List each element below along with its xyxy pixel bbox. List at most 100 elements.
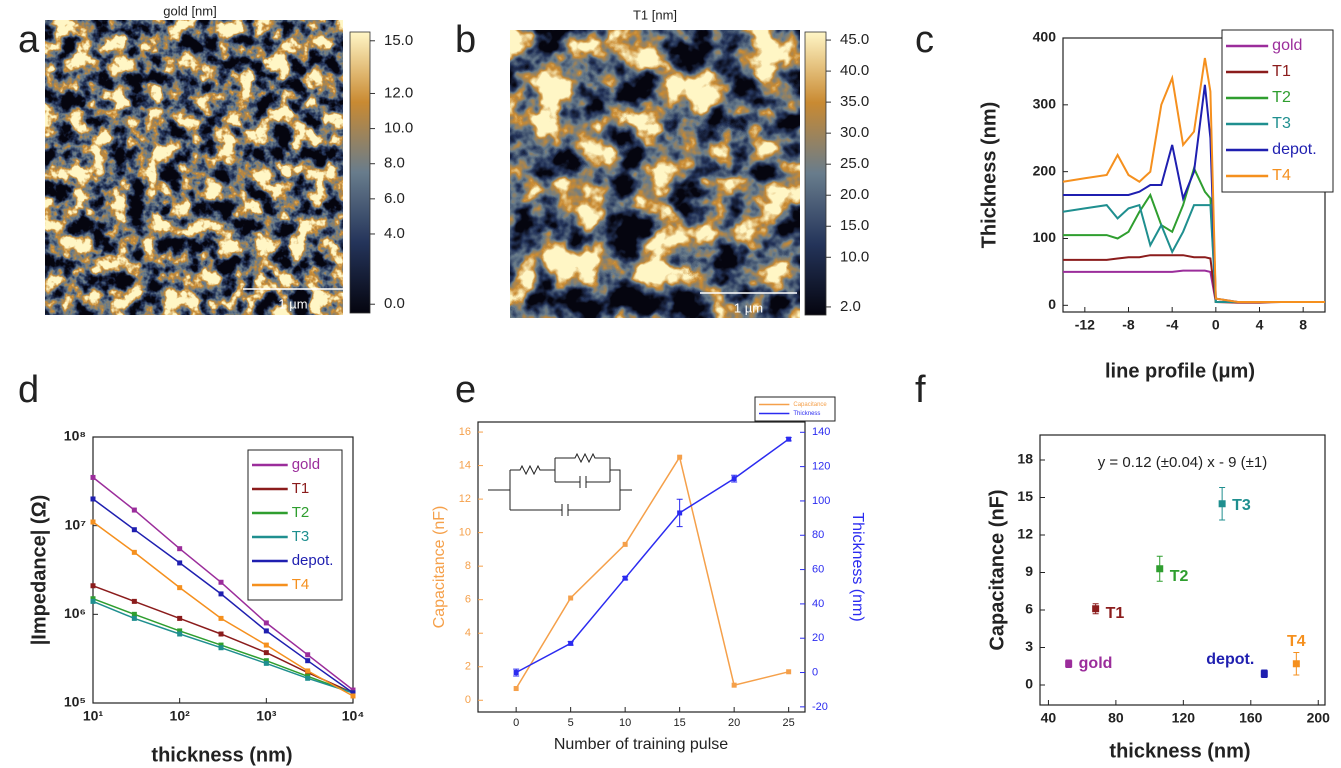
point-label: T2: [1170, 568, 1189, 585]
colorbar: [804, 31, 827, 316]
marker: [305, 675, 311, 681]
marker: [90, 496, 96, 502]
y-tick-label: 0: [1048, 296, 1056, 312]
x-tick-label: -4: [1166, 317, 1179, 333]
series-line: [1063, 269, 1325, 303]
marker: [90, 474, 96, 480]
y-axis-label: Capacitance (nF): [431, 506, 448, 629]
legend-label: T2: [1272, 89, 1291, 106]
legend-label: Capacitance: [793, 402, 827, 408]
scale-bar-label: 1 µm: [278, 296, 307, 311]
legend-label: T2: [292, 504, 310, 521]
colorbar-tick-label: 12.0: [384, 84, 413, 101]
y2-tick-label: 80: [812, 529, 824, 541]
image-title: gold [nm]: [163, 3, 216, 18]
marker: [350, 687, 356, 693]
y-tick-label: 10: [459, 527, 471, 539]
point: [1292, 660, 1300, 668]
marker: [218, 645, 224, 651]
legend-label: T3: [1272, 115, 1291, 132]
x-tick-label: -12: [1075, 317, 1095, 333]
x-tick-label: 200: [1307, 710, 1331, 726]
legend-label: gold: [1272, 37, 1302, 54]
marker: [218, 615, 224, 621]
marker: [263, 658, 269, 664]
marker: [177, 585, 183, 591]
marker: [131, 549, 137, 555]
marker: [622, 541, 628, 547]
y-tick-label: 16: [459, 426, 471, 438]
x-tick-label: 10⁴: [342, 708, 365, 724]
scale-bar-label: 1 µm: [734, 300, 763, 315]
y-tick-label: 10⁷: [65, 516, 87, 532]
marker: [568, 595, 574, 601]
point-label: depot.: [1206, 651, 1254, 668]
x-tick-label: 8: [1299, 317, 1307, 333]
marker: [350, 693, 356, 699]
panel-letter: c: [915, 19, 934, 61]
image-title: T1 [nm]: [633, 7, 677, 22]
marker: [263, 650, 269, 656]
y-tick-label: 6: [465, 594, 471, 606]
y-tick-label: 12: [459, 493, 471, 505]
y2-tick-label: -20: [812, 701, 828, 713]
x-tick-label: 20: [728, 717, 740, 729]
panel-letter: f: [915, 369, 926, 411]
panel-letter: d: [18, 369, 39, 411]
marker: [786, 436, 792, 442]
colorbar-tick-label: 30.0: [840, 124, 869, 141]
point: [1156, 565, 1164, 573]
legend-box: [754, 396, 836, 422]
legend-label: T4: [292, 576, 310, 593]
marker: [131, 527, 137, 533]
marker: [677, 510, 683, 516]
x-axis-label: line profile (μm): [1105, 360, 1255, 382]
y-tick-label: 10⁵: [64, 694, 86, 710]
series-line: [1063, 254, 1325, 304]
colorbar-tick-label: 35.0: [840, 93, 869, 110]
series-line: [515, 455, 789, 689]
point: [1092, 605, 1100, 613]
y-tick-label: 4: [465, 627, 471, 639]
marker: [177, 560, 183, 566]
marker: [218, 631, 224, 637]
marker: [90, 598, 96, 604]
legend-box: [1221, 29, 1334, 193]
legend-label: T1: [292, 480, 310, 497]
legend-label: depot.: [1272, 141, 1316, 158]
legend-label: T1: [1272, 63, 1291, 80]
y2-tick-label: 120: [812, 461, 830, 473]
colorbar-tick-label: 15.0: [384, 32, 413, 49]
x-tick-label: 4: [1256, 317, 1264, 333]
marker: [731, 682, 737, 688]
marker: [218, 591, 224, 597]
marker: [263, 642, 269, 648]
x-tick-label: 80: [1108, 710, 1124, 726]
marker: [513, 686, 519, 692]
x-tick-label: 5: [568, 717, 574, 729]
y-tick-label: 100: [1033, 229, 1057, 245]
y-tick-label: 200: [1033, 162, 1057, 178]
y2-tick-label: 40: [812, 598, 824, 610]
x-tick-label: 0: [513, 717, 519, 729]
marker: [90, 583, 96, 589]
marker: [177, 631, 183, 637]
y-tick-label: 0: [1025, 676, 1033, 692]
marker: [513, 670, 519, 676]
series-line: [1062, 57, 1325, 303]
point: [1218, 500, 1226, 508]
marker: [305, 668, 311, 674]
panel-letter: a: [18, 19, 40, 61]
annotation: y = 0.12 (±0.04) x - 9 (±1): [1098, 454, 1267, 471]
afm-image: [45, 20, 343, 315]
x-tick-label: 40: [1041, 710, 1057, 726]
legend-label: T4: [1272, 167, 1291, 184]
legend-box: [247, 449, 343, 601]
x-tick-label: 10²: [170, 708, 191, 724]
y-tick-label: 10⁶: [64, 605, 86, 621]
colorbar-tick-label: 25.0: [840, 155, 869, 172]
y2-tick-label: 100: [812, 495, 830, 507]
y-axis-label: Thickness (nm): [978, 102, 1000, 249]
colorbar-tick-label: 20.0: [840, 186, 869, 203]
